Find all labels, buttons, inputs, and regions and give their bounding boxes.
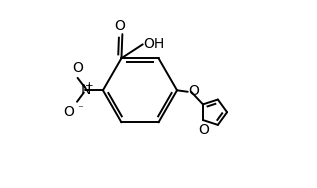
- Text: +: +: [85, 81, 94, 91]
- Text: O: O: [114, 19, 125, 33]
- Text: N: N: [80, 83, 91, 97]
- Text: ⁻: ⁻: [77, 104, 83, 114]
- Text: O: O: [198, 123, 209, 137]
- Text: O: O: [189, 84, 200, 98]
- Text: OH: OH: [144, 37, 165, 51]
- Text: O: O: [72, 61, 83, 75]
- Text: O: O: [64, 105, 74, 119]
